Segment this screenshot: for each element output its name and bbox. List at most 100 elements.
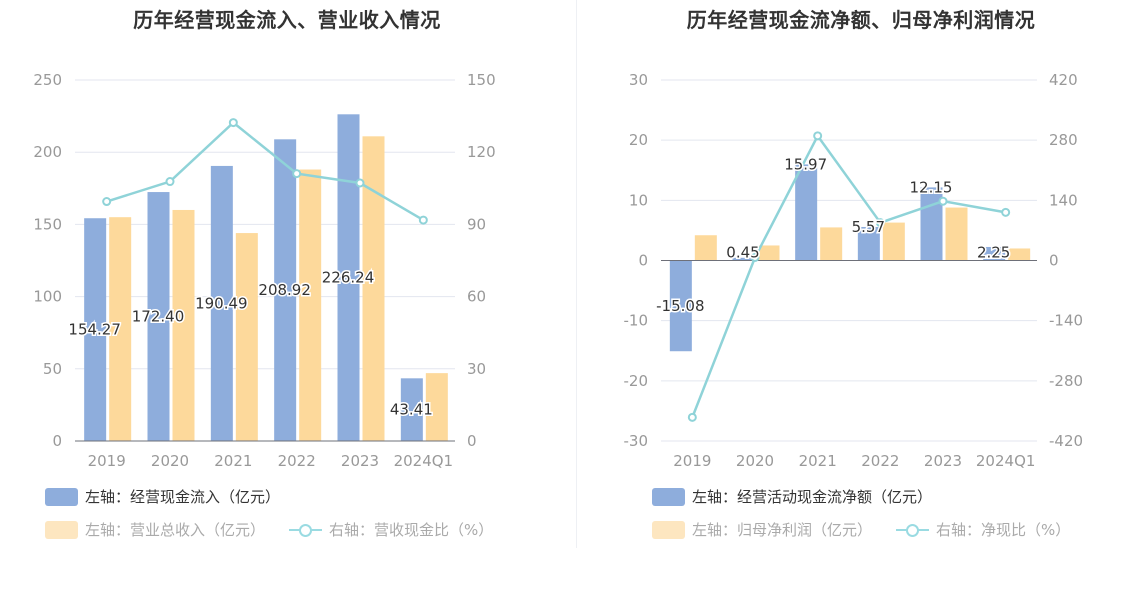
x-tick-label: 2019 [88,452,126,470]
legend-line-swatch [896,521,930,539]
legend-row-2: 左轴：归母净利润（亿元） 右轴：净现比（%） [652,519,1070,540]
bar-primary [920,187,943,261]
bar-secondary [299,169,322,441]
ratio-line [691,133,1006,418]
x-tick-label: 2021 [799,452,837,470]
data-label: 154.27 [68,321,121,339]
panel-divider [576,0,577,548]
y-right-tick-label: 0 [1049,252,1059,270]
legend-label: 左轴：经营现金流入（亿元） [85,488,281,506]
y-right-tick-label: 150 [467,71,496,89]
data-label: 5.57 [852,218,885,236]
bar-primary [274,139,297,441]
data-label: 208.92 [258,281,311,299]
data-label: 12.15 [910,178,953,196]
ratio-point [165,177,175,187]
bar-secondary [362,136,385,442]
bar-secondary [235,233,258,441]
data-label: 0.45 [726,244,759,262]
bar-primary [210,165,233,441]
ratio-point [938,196,948,206]
ratio-point [1001,207,1011,217]
x-tick-label: 2019 [673,452,711,470]
bar-secondary [1008,248,1031,261]
bar-secondary [945,207,968,261]
data-label: 190.49 [195,294,248,312]
y-left-tick-label: 50 [43,360,62,378]
legend-swatch [652,520,685,539]
data-label: 15.97 [784,155,827,173]
chart-canvas: 0 50 100 150 200 250 0 30 60 90 120 150 2019 2020 2021… [33,71,496,470]
legend-item-net-cash[interactable]: 左轴：经营活动现金流净额（亿元） [652,486,932,507]
ratio-point [687,412,697,422]
bar-primary [857,226,880,261]
y-left-tick-label: -30 [624,432,649,450]
bar-secondary [694,235,717,261]
ratio-point [875,218,885,228]
y-left-tick-label: -10 [624,312,649,330]
legend-label-ratio[interactable]: 右轴：营收现金比（%） [329,521,494,539]
y-left-tick-label: 150 [33,215,62,233]
bar-secondary [757,245,780,261]
legend-swatch [652,487,685,506]
ratio-point [418,215,428,225]
legend-line-swatch [289,521,323,539]
y-left-tick-label: 30 [629,71,648,89]
legend-label-profit[interactable]: 左轴：归母净利润（亿元） [692,521,873,539]
y-right-tick-label: -140 [1049,312,1083,330]
legend-label-ratio[interactable]: 右轴：净现比（%） [936,521,1071,539]
y-left-tick-label: 0 [52,432,62,450]
legend-label-revenue[interactable]: 左轴：营业总收入（亿元） [85,521,266,539]
x-tick-label: 2022 [278,452,316,470]
chart-title: 历年经营现金流入、营业收入情况 [133,8,441,32]
bar-secondary [172,209,195,441]
y-right-tick-label: -280 [1049,372,1083,390]
x-tick-label: 2022 [861,452,899,470]
chart-panel-cashflow-revenue: 历年经营现金流入、营业收入情况 0 50 100 150 200 250 0 30 60 90 12… [33,8,496,540]
y-left-tick-label: -20 [624,372,649,390]
x-tick-label: 2024Q1 [976,452,1036,470]
y-left-tick-label: 250 [33,71,62,89]
bar-primary [795,164,818,261]
legend-row-2: 左轴：营业总收入（亿元） 右轴：营收现金比（%） [45,519,493,540]
data-label: -15.08 [656,297,704,315]
bar-secondary [425,373,448,441]
y-right-tick-label: 140 [1049,191,1078,209]
bar-secondary [109,217,132,441]
bar-primary [400,378,423,441]
y-right-tick-label: 420 [1049,71,1078,89]
data-label: 172.40 [132,308,185,326]
y-right-tick-label: 60 [467,288,486,306]
y-right-tick-label: 30 [467,360,486,378]
y-left-tick-label: 20 [629,131,648,149]
legend-item-cash-inflow[interactable]: 左轴：经营现金流入（亿元） [45,486,280,507]
ratio-point [228,118,238,128]
ratio-point [292,169,302,179]
bar-primary [732,257,755,261]
data-label: 226.24 [322,269,375,287]
y-right-tick-label: 120 [467,143,496,161]
y-right-tick-label: 0 [467,432,477,450]
bar-primary [147,192,170,441]
ratio-point [102,197,112,207]
y-left-tick-label: 200 [33,143,62,161]
x-tick-label: 2020 [151,452,189,470]
ratio-point [750,252,760,262]
legend-swatch [45,487,78,506]
bar-primary [669,260,692,352]
legend-label: 左轴：经营活动现金流净额（亿元） [692,488,933,506]
legend-swatch [45,520,78,539]
ratio-point [813,131,823,141]
x-tick-label: 2021 [214,452,252,470]
x-tick-label: 2024Q1 [394,452,454,470]
bar-primary [337,114,360,441]
ratio-line [106,120,424,222]
y-left-tick-label: 0 [638,252,648,270]
x-tick-label: 2023 [924,452,962,470]
bar-secondary [820,227,843,261]
data-label: 2.25 [977,244,1010,262]
ratio-point [355,178,365,188]
bar-primary [983,246,1006,261]
chart-canvas: -30 -20 -10 0 10 20 30 -420 -280 -140 0 140 280 420 20… [624,71,1084,470]
y-left-tick-label: 10 [629,191,648,209]
